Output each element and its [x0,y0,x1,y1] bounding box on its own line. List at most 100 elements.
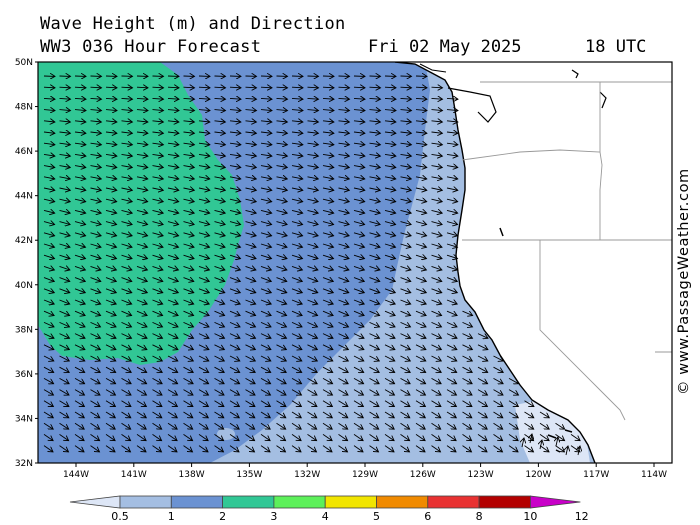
wave-arrow [556,437,558,447]
wave-arrow [214,188,226,190]
wave-arrow [369,98,381,99]
wave-arrow [415,143,427,145]
wave-arrow [338,244,350,247]
wave-arrow [245,266,256,270]
wave-arrow [260,154,272,156]
wave-arrow [90,344,101,350]
wave-arrow [307,154,319,156]
wave-arrow [338,87,350,88]
wave-arrow [152,333,163,339]
wave-arrow [214,233,226,236]
wave-arrow [322,188,334,190]
lat-label: 42N [15,236,33,246]
wave-arrow [446,121,458,122]
wave-arrow [524,400,534,407]
wave-arrow [59,244,71,247]
wave-arrow [167,445,177,452]
wave-arrow [136,199,148,202]
wave-arrow [307,445,317,452]
wave-arrow [493,389,504,396]
wave-arrow [260,177,272,179]
wave-arrow [74,188,86,190]
wave-arrow [276,300,287,304]
wave-arrow [400,422,410,429]
wave-arrow [198,411,208,418]
wave-arrow [245,110,257,111]
wave-arrow [291,321,302,327]
wave-arrow [353,177,365,179]
wave-arrow [369,389,380,396]
wave-arrow [369,321,380,327]
wave-arrow [152,87,164,88]
wave-arrow [291,110,303,111]
credit: © www.PassageWeather.com [676,168,692,395]
wave-arrow [353,411,363,418]
wave-arrow [183,422,193,429]
wave-arrow [59,87,71,88]
wave-arrow [291,434,301,440]
wave-arrow [214,422,224,429]
wave-arrow [260,233,272,236]
wave-arrow [121,177,133,179]
wave-arrow [167,98,179,99]
wave-arrow [353,222,365,225]
wave-arrow [198,244,210,247]
wave-arrow [431,255,443,258]
wave-arrow [307,366,318,372]
wave-arrow [353,355,364,361]
wave-arrow [369,210,381,213]
wave-arrow [183,110,195,111]
map-title: Wave Height (m) and Direction [40,14,346,34]
wave-arrow [121,344,132,350]
wave-arrow [291,199,303,202]
wave-arrow [260,445,270,452]
wave-arrow [59,233,71,236]
wave-arrow [307,188,319,190]
wave-arrow [508,411,518,418]
wave-arrow [152,199,164,202]
wave-arrow [152,355,163,361]
wave-arrow [245,188,257,190]
wave-arrow [431,98,443,99]
wave-arrow [508,378,519,383]
wave-arrow [338,378,349,383]
wave-arrow [245,378,256,383]
wave-arrow [214,278,225,282]
wave-arrow [121,266,132,270]
wave-arrow [400,177,412,179]
wave-arrow [74,434,84,440]
wave-arrow [43,199,55,202]
wave-arrow [276,445,286,452]
wave-arrow [307,143,319,145]
wave-arrow [167,121,179,122]
wave-arrow [415,132,427,133]
wave-arrow [291,132,303,133]
wave-arrow [307,389,318,396]
wave-arrow [59,344,70,350]
wave-arrow [431,121,443,122]
wave-arrow [167,422,177,429]
lake-marks [571,69,579,79]
wave-arrow [43,210,55,213]
wave-arrow [384,355,395,361]
wave-arrow [121,110,133,111]
wave-arrow [167,355,178,361]
lat-label: 32N [15,459,33,469]
wave-arrow [353,278,364,282]
wave-arrow [338,188,350,190]
wave-arrow [167,199,179,202]
wave-arrow [121,222,133,225]
wave-arrow [183,244,195,247]
wave-arrow [214,289,225,293]
wave-arrow [446,422,456,429]
wave-arrow [431,434,441,440]
wave-arrow [322,199,334,202]
wave-arrow [152,166,164,168]
wave-arrow [260,321,271,327]
wave-arrow [245,210,257,213]
wave-arrow [431,389,442,396]
wave-arrow [198,355,209,361]
wave-arrow [136,411,146,418]
wave-arrow [214,355,225,361]
wave-arrow [245,333,256,339]
